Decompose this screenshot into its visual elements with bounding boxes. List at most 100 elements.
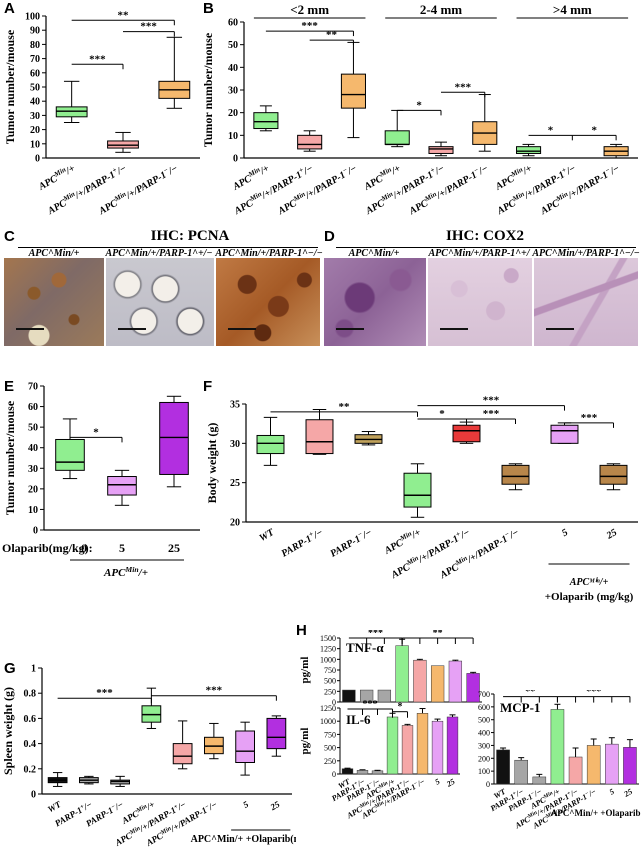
box-rect [107,476,137,496]
y-tick-label: 750 [324,666,336,675]
y-axis-title: pg/ml [299,728,311,755]
bar [401,725,414,775]
bar [550,709,565,785]
x-tick-label: 25 [168,541,180,555]
chart-panel-a: 0 10 20 30 40 50 60 70 80 90 100 Tumor number/mouse… [3,9,200,218]
y-tick-label: 500 [324,744,336,753]
y-tick-label: 80 [30,40,40,51]
y-tick-label: 0 [35,154,40,165]
x-tick-label: APCMin/+ [381,525,423,557]
box-rect [599,464,628,485]
panel-label-a: A [4,0,15,17]
olaparib-group-label: APCᴹⁱⁿ/+ [569,577,609,588]
pcna-caption-3: APC^Min/+/PARP-1^−/− [215,248,323,259]
x-tick-label: 5 [560,527,570,539]
y-tick-label: 1250 [320,645,336,654]
x-tick-label: 25 [622,787,634,799]
cox2-scale-bar-1 [336,328,364,330]
box-rect [452,424,481,443]
y-axis-title: Tumor number/mouse [3,29,17,144]
y-tick-label: 400 [478,729,490,738]
y-axis-title: Body weight (g) [205,423,219,504]
y-tick-label: 1000 [320,717,336,726]
significance-label: * [416,99,422,111]
ihc-cox2-title: IHC: COX2 [446,228,524,244]
box-rect [172,743,193,765]
significance-label: * [398,702,403,713]
y-tick-label: 30 [30,111,40,122]
x-tick-label: 5 [608,787,616,797]
x-tick-label: PARP-1−/− [327,525,374,559]
olaparib-group-sublabel: +Olaparib (mg/kg) [545,591,634,603]
bar [416,713,429,775]
y-tick-label: 250 [324,687,336,696]
pcna-image-apcmin [4,258,104,346]
significance-label: *** [455,81,472,93]
y-tick-label: 100 [25,12,40,23]
x-tick-label: APCMin/+/PARP-1−/− [437,525,521,581]
y-tick-label: 1250 [320,704,336,713]
x-tick-label: PARP-1+/− [279,525,325,559]
y-tick-label: 30 [28,464,38,475]
chart-title: TNF-α [346,640,384,655]
size-group-label: 2-4 mm [420,2,462,17]
y-tick-label: 0 [31,790,36,801]
significance-label: * [439,408,445,420]
group-label: APCMin/+ [103,565,148,580]
pcna-scale-bar-3 [228,328,256,330]
box-rect [256,434,285,455]
y-tick-label: 100 [478,767,490,776]
y-tick-label: 20 [28,484,38,495]
significance-label: ** [433,630,443,639]
x-tick-label: 5 [119,541,125,555]
panel-label-c: C [4,228,15,245]
y-tick-label: 600 [478,703,490,712]
y-tick-label: 50 [228,40,238,51]
y-tick-label: 1 [31,664,36,675]
y-tick-label: 0 [486,780,490,789]
y-axis-title: Spleen weight (g) [1,687,15,775]
y-tick-label: 50 [30,83,40,94]
significance-label: ** [525,690,535,698]
y-tick-label: 90 [30,26,40,37]
y-tick-label: 300 [478,741,490,750]
significance-label: *** [483,408,500,420]
pcna-scale-bar-1 [16,328,44,330]
y-tick-label: 70 [30,54,40,65]
significance-label: *** [363,700,378,710]
significance-label: ** [339,401,351,413]
box-rect [235,730,255,763]
y-tick-label: 500 [478,716,490,725]
significance-label: *** [586,690,601,698]
y-tick-label: 0.6 [24,714,37,725]
cox2-image-apcmin [324,258,426,346]
y-tick-label: 0 [332,698,336,707]
bar [359,689,374,703]
y-tick-label: 0.2 [24,764,37,775]
x-tick-label: APCMin/+/PARP-1−/− [406,161,490,217]
box-rect [550,424,579,444]
box-rect [297,134,323,150]
y-tick-label: 60 [28,402,38,413]
bar [568,756,583,785]
x-tick-label: APCMin/+/PARP-1−/− [95,161,179,217]
bar [446,716,459,775]
y-tick-label: 50 [28,423,38,434]
bar [386,716,399,775]
cox2-scale-bar-2 [440,328,468,330]
y-tick-label: 0.4 [24,739,37,750]
x-axis-prefix: Olaparib(mg/kg): [2,541,93,555]
x-tick-label: 0 [81,541,87,555]
x-tick-label: WT [46,799,63,815]
y-tick-label: 0 [33,526,38,537]
y-tick-label: 0.8 [24,689,37,700]
cox2-image-ko [534,258,638,346]
bar [413,659,427,703]
y-tick-label: 30 [230,439,240,450]
panel-label-h: H [296,622,307,639]
y-tick-label: 30 [228,86,238,97]
y-tick-label: 10 [28,505,38,516]
y-tick-label: 0 [233,154,238,165]
x-tick-label: APCMin/+ [35,161,77,193]
